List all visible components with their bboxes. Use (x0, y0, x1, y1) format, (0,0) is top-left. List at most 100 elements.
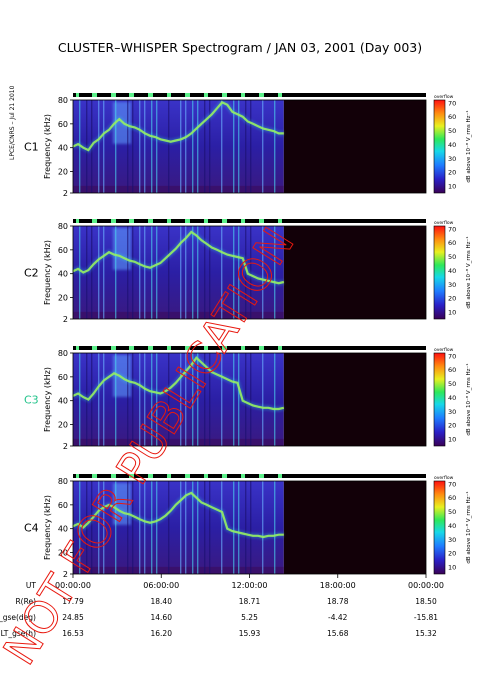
status-mark (92, 346, 95, 350)
status-strip (73, 346, 426, 350)
striation (250, 481, 252, 574)
striation (209, 226, 211, 319)
striation (132, 353, 134, 446)
side-label: LPCE/CNRS – Jul 21 2010 (9, 85, 16, 160)
status-mark (204, 346, 207, 350)
low-frequency-band (73, 566, 284, 574)
colorbar-tick-label: 10 (448, 564, 456, 572)
striation (192, 353, 194, 446)
striation (233, 100, 235, 193)
striation (132, 481, 134, 574)
colorbar (433, 225, 446, 320)
striation (221, 481, 223, 574)
spectrogram-empty-region (283, 353, 426, 446)
striation (238, 100, 240, 193)
striation (197, 353, 199, 446)
striation (103, 226, 105, 319)
striation (151, 481, 153, 574)
striation (103, 481, 105, 574)
status-mark (222, 93, 225, 97)
striation (86, 100, 88, 193)
status-mark (76, 474, 79, 478)
low-frequency-band (73, 438, 284, 446)
x-tick-label-r: 18.78 (327, 597, 349, 606)
spectrogram-panel-c1: 2 20 40 60 80 Frequency (kHz) C1 overflow 10 20 30… (24, 93, 472, 198)
striation (180, 226, 182, 319)
status-mark (259, 346, 262, 350)
x-row-label: UT (26, 581, 36, 590)
status-mark (241, 219, 244, 223)
striation (132, 226, 134, 319)
striation (274, 100, 276, 193)
status-mark (241, 346, 244, 350)
status-strip (73, 474, 426, 478)
striation (79, 353, 81, 446)
colorbar-tick-label: 60 (448, 494, 456, 502)
panel-frame (72, 99, 427, 194)
colorbar-tick-label: 70 (448, 480, 456, 488)
x-axis-table: 00:00:00 17.79 24.85 16.53 06:00:00 18.40 14.6… (0, 574, 444, 638)
status-mark (278, 219, 281, 223)
plasma-frequency-glow (71, 354, 285, 412)
striation (192, 226, 194, 319)
status-mark (111, 93, 114, 97)
low-frequency-band (73, 311, 284, 319)
spectrogram-panel-c2: 2 20 40 60 80 Frequency (kHz) C2 overflow 10 20 30… (24, 219, 472, 324)
x-tick-label-r: 18.40 (151, 597, 173, 606)
status-mark (92, 93, 95, 97)
y-tick-label: 20 (58, 168, 68, 177)
colorbar-tick-label: 70 (448, 99, 456, 107)
colorbar-tick-label: 40 (448, 394, 456, 402)
plasma-frequency-glow (71, 489, 284, 540)
y-axis-label: Frequency (kHz) (43, 240, 52, 305)
striation (209, 353, 211, 446)
y-axis-label: Frequency (kHz) (43, 367, 52, 432)
status-mark (148, 474, 151, 478)
colorbar-tick-label: 30 (448, 536, 456, 544)
colorbar-tick-label: 50 (448, 508, 456, 516)
striation (91, 226, 93, 319)
status-mark (148, 93, 151, 97)
colorbar-overflow-label: overflow (434, 220, 454, 226)
status-mark (222, 346, 225, 350)
striation (151, 100, 153, 193)
striation (127, 481, 129, 574)
status-mark (204, 93, 207, 97)
striation (168, 226, 170, 319)
status-mark (278, 93, 281, 97)
x-tick-label-r: 18.50 (415, 597, 437, 606)
spectrogram-empty-region (283, 481, 426, 574)
y-axis-label: Frequency (kHz) (43, 114, 52, 179)
striation (139, 100, 141, 193)
status-mark (111, 346, 114, 350)
colorbar-overflow-label: overflow (434, 94, 454, 100)
striation (233, 353, 235, 446)
x-tick-label-ut: 00:00:00 (408, 581, 444, 590)
striation (197, 226, 199, 319)
striation (115, 353, 117, 446)
spectrogram-panel-c3: 2 20 40 60 80 Frequency (kHz) C3 overflow 10 20 30… (24, 346, 472, 451)
striation (233, 481, 235, 574)
status-mark (76, 346, 79, 350)
striation (197, 481, 199, 574)
y-tick-label: 80 (58, 222, 68, 231)
y-tick-label: 60 (58, 373, 68, 382)
status-strip (73, 93, 426, 97)
striation (185, 353, 187, 446)
status-strip (73, 219, 426, 223)
striation (151, 353, 153, 446)
striation (127, 100, 129, 193)
colorbar (433, 480, 446, 575)
status-mark (185, 474, 188, 478)
colorbar-tick-label: 20 (448, 550, 456, 558)
y-axis-label: Frequency (kHz) (43, 495, 52, 560)
x-row-label: Lat_gse(deg) (0, 613, 36, 622)
status-mark (167, 346, 170, 350)
y-tick-label: 40 (58, 397, 68, 406)
x-tick-label-lat: 24.85 (62, 613, 84, 622)
striation (139, 353, 141, 446)
striation (127, 226, 129, 319)
spacecraft-label: C4 (24, 522, 39, 535)
plasma-frequency-glow (71, 99, 284, 154)
